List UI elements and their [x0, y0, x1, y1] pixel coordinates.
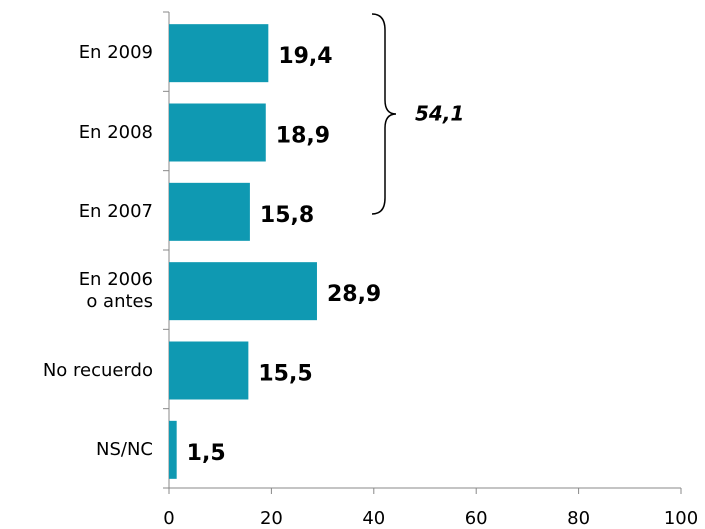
brace [371, 13, 397, 215]
bar [169, 262, 317, 321]
bar [169, 182, 250, 241]
category-label: En 2006 o antes [78, 269, 153, 313]
bar [169, 420, 177, 479]
x-tick-label: 100 [664, 508, 698, 529]
bar [169, 24, 269, 83]
annotation: 54,1 [415, 102, 464, 126]
x-tick-label: 60 [465, 508, 488, 529]
x-tick-label: 20 [260, 508, 283, 529]
value-label: 19,4 [278, 44, 332, 69]
x-tick-label: 0 [163, 508, 174, 529]
category-label: En 2009 [78, 42, 153, 64]
category-label: No recuerdo [42, 359, 153, 381]
bar [169, 103, 266, 162]
x-tick-label: 40 [362, 508, 385, 529]
value-label: 15,5 [258, 362, 312, 387]
value-label: 1,5 [187, 441, 226, 466]
bar [169, 341, 249, 400]
x-tick-label: 80 [567, 508, 590, 529]
value-label: 28,9 [327, 282, 381, 307]
category-label: En 2007 [78, 200, 153, 222]
category-label: NS/NC [96, 438, 153, 460]
value-label: 18,9 [276, 124, 330, 149]
category-label: En 2008 [78, 121, 153, 143]
value-label: 15,8 [260, 203, 314, 228]
